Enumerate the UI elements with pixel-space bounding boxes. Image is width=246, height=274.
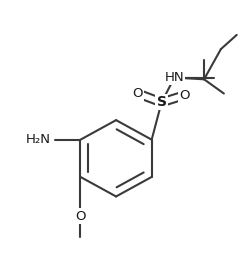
- Text: O: O: [75, 210, 86, 222]
- Text: O: O: [179, 89, 190, 102]
- Text: O: O: [133, 87, 143, 100]
- Text: HN: HN: [165, 71, 184, 84]
- Text: S: S: [156, 95, 167, 109]
- Text: H₂N: H₂N: [26, 133, 51, 146]
